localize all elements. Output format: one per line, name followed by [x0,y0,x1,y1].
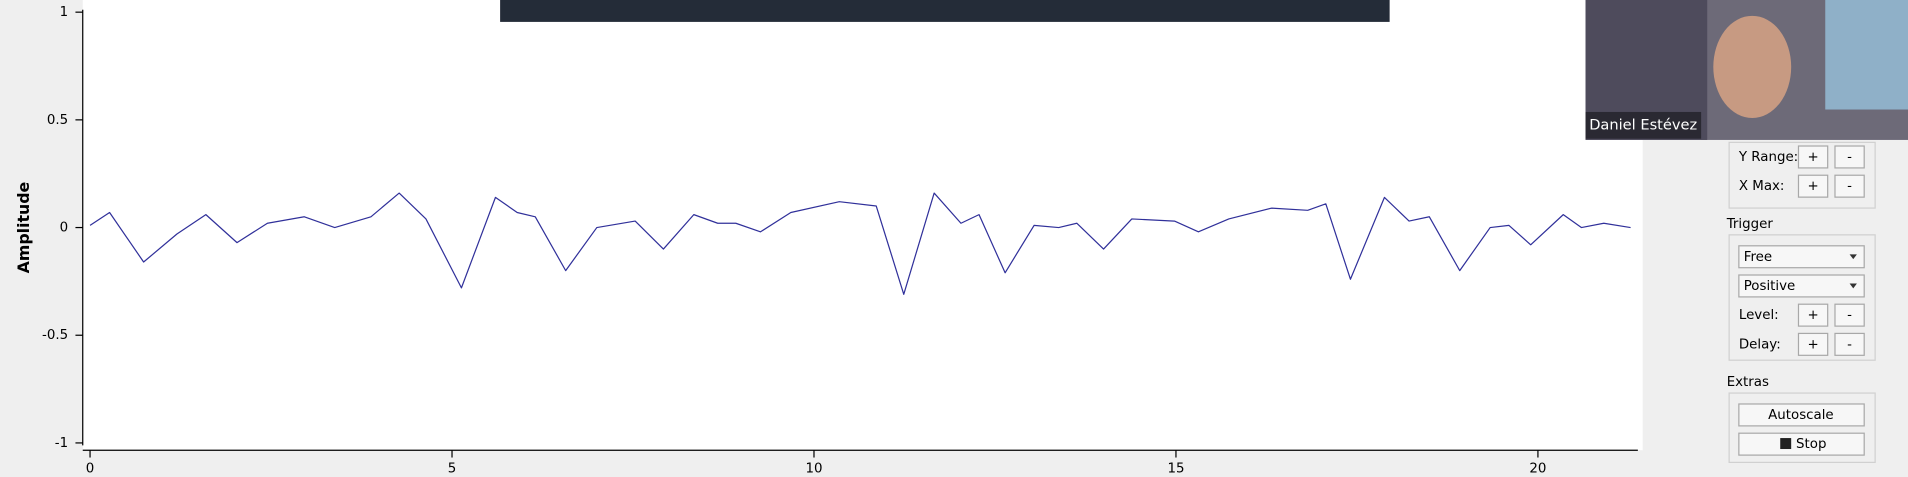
group-box [1728,392,1876,464]
label: Delay: [1739,337,1781,352]
x-tick-label: 0 [86,461,95,476]
button-label[interactable]: + [1807,179,1818,194]
dropdown-arrow [1849,254,1857,260]
button[interactable] [1834,174,1865,198]
button[interactable] [1797,174,1829,198]
button[interactable] [1738,403,1865,427]
button-label[interactable]: + [1807,337,1818,352]
label: Y Range: [1738,150,1798,165]
dropdown-value[interactable]: Free [1744,250,1772,265]
button[interactable] [1738,432,1865,456]
button[interactable] [1834,145,1865,169]
section-title: Extras [1727,375,1769,390]
dropdown-value[interactable]: Positive [1744,279,1796,294]
webcam-name: Daniel Estévez [1589,116,1697,133]
y-tick-label: 1 [60,5,69,20]
button-label[interactable]: - [1847,150,1852,165]
button[interactable] [1834,332,1865,356]
x-tick-label: 10 [805,461,822,476]
button-label[interactable]: Stop [1796,437,1826,452]
button[interactable] [1834,303,1865,327]
overlay-bar [500,0,1390,22]
y-tick-label: -0.5 [42,328,68,343]
label: Level: [1739,308,1779,323]
webcam-bg [1585,0,1708,140]
y-tick-label: -1 [55,436,68,451]
button[interactable] [1797,332,1829,356]
button[interactable] [1797,145,1829,169]
dropdown-arrow [1849,283,1857,289]
plot-area [82,0,1643,451]
y-tick-label: 0.5 [47,113,68,128]
x-tick-label: 5 [448,461,457,476]
y-axis-label: Amplitude [14,182,33,274]
button[interactable] [1797,303,1829,327]
button-label[interactable]: - [1847,308,1852,323]
dropdown[interactable] [1738,274,1865,298]
signal-line [89,192,1631,295]
x-tick-label: 20 [1529,461,1546,476]
group-box [1728,141,1876,209]
group-box [1728,234,1876,361]
webcam-person [1713,15,1792,119]
y-tick-label: 0 [60,221,69,236]
label: X Max: [1739,179,1785,194]
name-tag [1585,111,1702,139]
webcam-window [1825,0,1908,110]
button-label[interactable]: - [1847,179,1852,194]
button-label[interactable]: Autoscale [1768,408,1834,423]
dropdown[interactable] [1738,245,1865,269]
section-title: Trigger [1726,217,1774,232]
stop-icon [1780,438,1792,450]
plot: -1-0.500.510 5 10 15 20 [42,5,1631,476]
button-label[interactable]: + [1807,150,1818,165]
button-label[interactable]: + [1807,308,1818,323]
button-label[interactable]: - [1847,337,1852,352]
x-tick-label: 15 [1167,461,1184,476]
